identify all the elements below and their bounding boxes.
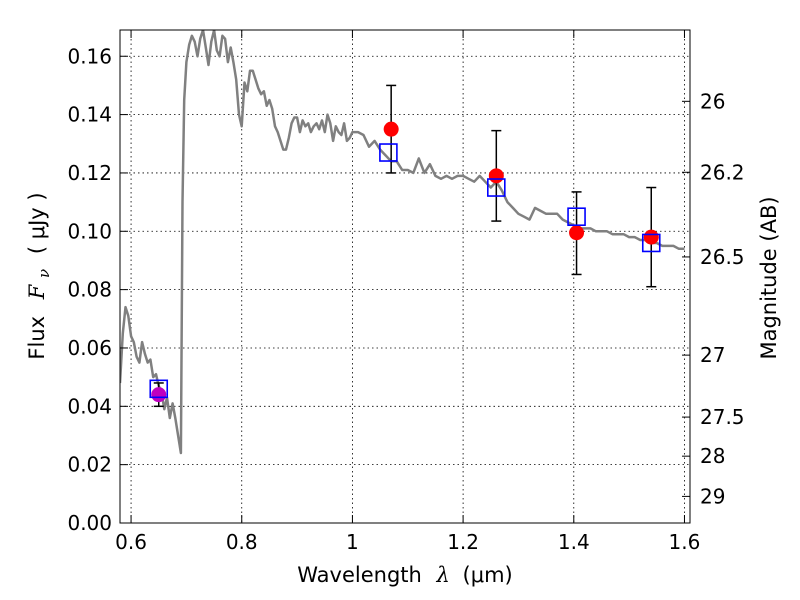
y2-tick-label: 29 [700,484,725,508]
y2-tick-label: 26.5 [700,245,745,269]
y-tick-label: 0.06 [67,336,112,360]
x-axis-title-math: λ [436,563,450,587]
ticks: 0.6 0.8 1 1.2 1.4 1.6 0.00 0.02 0.04 0.06 0.08 0.10… [67,30,745,554]
x-tick-label: 1.2 [447,530,479,554]
y2-tick-label: 26.2 [700,160,745,184]
y-tick-label: 0.12 [67,161,112,185]
y2-tick-label: 28 [700,444,725,468]
y-tick-label: 0.10 [67,219,112,243]
model-square [149,379,169,399]
y-axis-title-unit: ( μJy ) [25,192,49,254]
grid [120,30,690,524]
observed-point [569,225,585,241]
observed-point [643,229,659,245]
spectrum-line [120,30,685,455]
plot-frame [119,29,691,524]
observed-point [151,387,167,403]
y-axis-title-text: Flux [25,316,49,360]
y2-axis-title: Magnitude (AB) [757,196,781,359]
observed-point [488,168,504,184]
x-axis-title: Wavelength λ (μm) [297,563,512,587]
model-square [567,207,586,226]
model-square [641,233,661,253]
series-layer [120,30,685,455]
y-tick-label: 0.02 [67,453,112,477]
y-axis-title-math: F [25,283,49,300]
x-tick-label: 1.6 [669,530,701,554]
y-tick-label: 0.16 [67,44,112,68]
model-square [487,178,506,197]
y-tick-label: 0.14 [67,103,112,127]
model-square [379,143,398,162]
x-axis-title-text: Wavelength [297,563,422,587]
y-tick-label: 0.04 [67,394,112,418]
y-tick-label: 0.08 [67,278,112,302]
y-tick-label: 0.00 [67,511,112,535]
y2-tick-label: 27 [700,343,725,367]
x-tick-label: 0.6 [115,530,147,554]
y-axis-title-math-sub: ν [35,269,53,278]
x-tick-label: 1 [346,530,359,554]
plot-area [120,30,685,455]
x-tick-label: 0.8 [226,530,258,554]
x-axis-title-unit: (μm) [463,563,513,587]
observed-point [383,121,399,137]
x-tick-label: 1.4 [558,530,590,554]
y-axis-title: Flux F ν ( μJy ) [25,192,54,359]
y2-tick-label: 26 [700,89,725,113]
y2-tick-label: 27.5 [700,405,745,429]
